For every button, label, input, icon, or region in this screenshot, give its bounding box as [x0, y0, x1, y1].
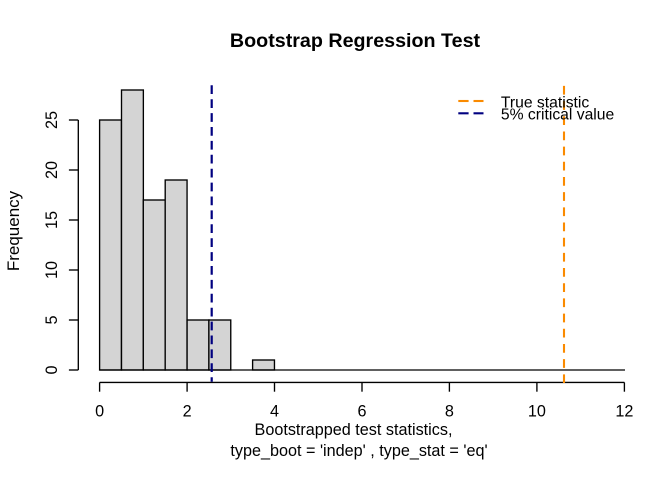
svg-text:True statistic: True statistic [501, 95, 589, 112]
svg-text:5: 5 [43, 315, 61, 324]
svg-text:4: 4 [270, 403, 279, 421]
svg-text:type_boot = 'indep' , type_sta: type_boot = 'indep' , type_stat = 'eq' [230, 442, 487, 460]
svg-text:8: 8 [445, 403, 454, 421]
svg-text:12: 12 [615, 403, 633, 421]
svg-text:Bootstrapped test statistics,: Bootstrapped test statistics, [255, 421, 453, 439]
svg-text:10: 10 [528, 403, 546, 421]
svg-text:Bootstrap Regression Test: Bootstrap Regression Test [230, 30, 481, 52]
svg-text:6: 6 [357, 403, 366, 421]
svg-text:2: 2 [183, 403, 192, 421]
svg-text:0: 0 [95, 403, 104, 421]
svg-text:10: 10 [43, 261, 61, 279]
svg-text:25: 25 [43, 111, 61, 129]
svg-text:15: 15 [43, 211, 61, 229]
svg-text:5% critical value: 5% critical value [501, 107, 615, 124]
svg-text:0: 0 [43, 365, 61, 374]
svg-text:20: 20 [43, 161, 61, 179]
svg-text:Frequency: Frequency [4, 190, 23, 271]
